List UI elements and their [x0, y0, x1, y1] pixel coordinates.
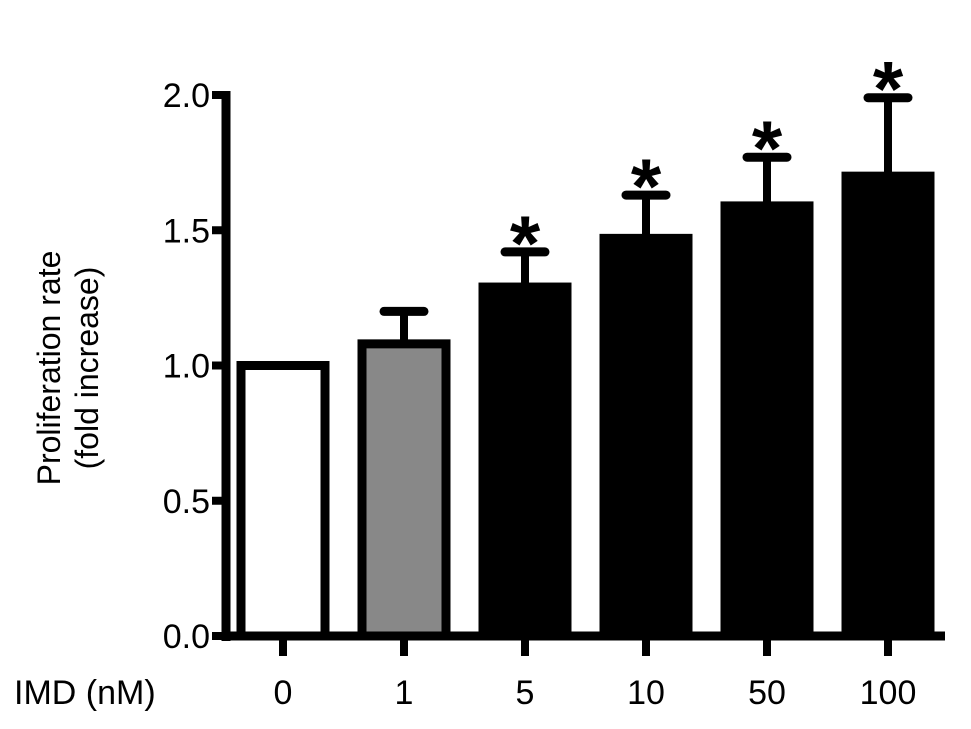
bar [357, 339, 451, 641]
plot-area: 0.0 0.5 1.0 1.5 2.0 0 1 * 5 * 10 * 50 * 100 [163, 45, 945, 712]
bar [720, 201, 814, 641]
y-axis-title: Proliferation rate (fold increase) [31, 251, 105, 486]
bar [478, 282, 572, 641]
y-axis-title-line1: Proliferation rate [31, 251, 67, 486]
bar [236, 361, 330, 641]
bar [599, 233, 693, 641]
x-tick-label: 10 [627, 674, 665, 712]
x-axis-title: IMD (nM) [14, 674, 156, 712]
significance-marker: * [873, 45, 904, 133]
y-tick-label: 2.0 [163, 77, 210, 115]
significance-marker: * [752, 104, 783, 192]
x-tick-label: 100 [860, 674, 917, 712]
x-tick-label: 5 [516, 674, 535, 712]
x-tick-label: 0 [274, 674, 293, 712]
x-tick-label: 1 [395, 674, 414, 712]
significance-marker: * [510, 199, 541, 287]
bar [841, 171, 935, 641]
x-tick-label: 50 [748, 674, 786, 712]
y-tick-label: 1.0 [163, 348, 210, 386]
significance-marker: * [631, 142, 662, 230]
y-tick-label: 0.5 [163, 483, 210, 521]
y-axis-title-line2: (fold increase) [69, 267, 105, 470]
y-tick-label: 0.0 [163, 618, 210, 656]
y-tick-label: 1.5 [163, 212, 210, 250]
